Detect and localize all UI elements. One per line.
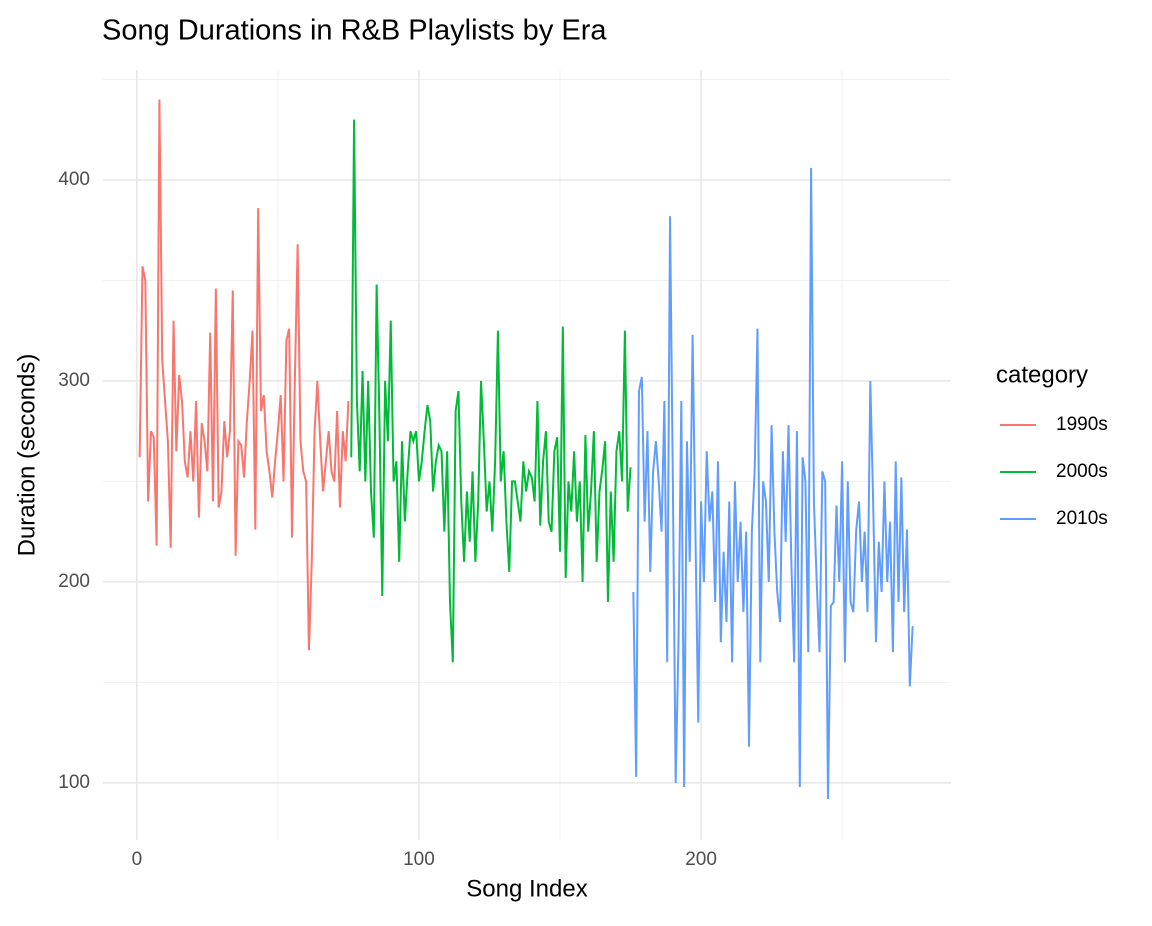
x-tick-label: 0 [132,849,143,870]
legend-label: 1990s [1056,414,1108,435]
y-tick-label: 300 [58,370,90,391]
x-tick-label: 100 [403,849,435,870]
series-line [350,119,632,663]
chart-title: Song Durations in R&B Playlists by Era [102,15,607,47]
legend-title: category [996,361,1088,388]
x-tick-label: 200 [685,849,717,870]
series-line [632,167,914,800]
series-line [138,99,350,651]
legend-label: 2000s [1056,461,1108,482]
x-axis-label: Song Index [466,875,587,902]
y-tick-label: 100 [58,772,90,793]
y-tick-label: 200 [58,571,90,592]
y-tick-label: 400 [58,169,90,190]
legend-label: 2010s [1056,508,1108,529]
y-axis-label: Duration (seconds) [13,354,40,557]
